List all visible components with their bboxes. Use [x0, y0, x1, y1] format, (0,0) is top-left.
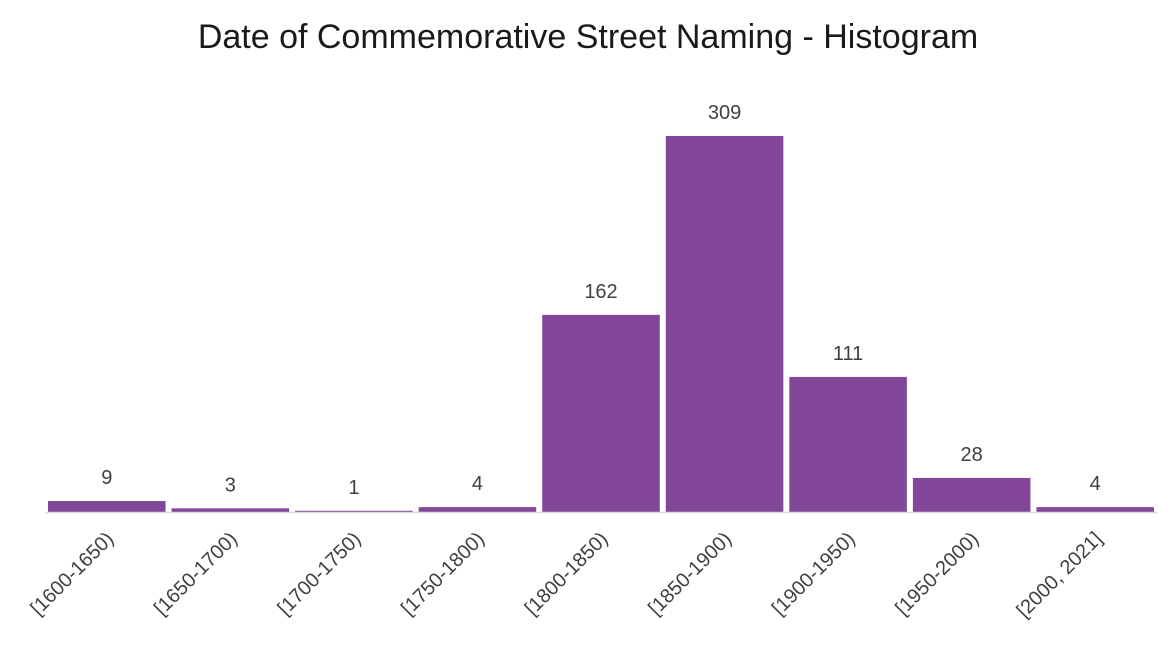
bar-4 [418, 507, 537, 512]
bar-3 [295, 510, 413, 512]
x-tick-label-7: [1900-1950) [768, 528, 860, 620]
x-tick-label-1: [1600-1650) [26, 528, 118, 620]
value-label-1: 9 [101, 467, 112, 489]
x-tick-label-9: [2000, 2021] [1013, 528, 1107, 622]
x-tick-label-6: [1850-1900) [644, 528, 736, 620]
x-tick-label-8: [1950-2000) [891, 528, 983, 620]
x-tick-label-4: [1750-1800) [397, 528, 489, 620]
bar-2 [171, 508, 290, 512]
value-label-5: 162 [584, 281, 617, 303]
value-label-6: 309 [708, 102, 741, 124]
bar-7 [789, 376, 907, 512]
value-label-2: 3 [225, 474, 236, 496]
value-label-3: 1 [348, 477, 359, 499]
x-tick-label-3: [1700-1750) [274, 528, 366, 620]
value-label-7: 111 [833, 343, 863, 365]
x-tick-label-2: [1650-1700) [150, 528, 242, 620]
value-labels-layer: 9 3 1 4 162 309 111 28 4 [101, 102, 1101, 499]
bar-8 [912, 477, 1031, 512]
chart-title: Date of Commemorative Street Naming - Hi… [197, 18, 979, 56]
bar-6 [665, 136, 784, 512]
x-tick-label-5: [1800-1850) [521, 528, 613, 620]
bar-5 [542, 314, 660, 512]
value-label-8: 28 [961, 444, 983, 466]
bar-1 [48, 501, 166, 512]
bar-9 [1036, 507, 1154, 512]
value-label-4: 4 [472, 473, 483, 495]
bars-layer [48, 136, 1154, 512]
value-label-9: 4 [1090, 473, 1101, 495]
tick-labels-layer: [1600-1650) [1650-1700) [1700-1750) [1750-1… [26, 528, 1106, 622]
